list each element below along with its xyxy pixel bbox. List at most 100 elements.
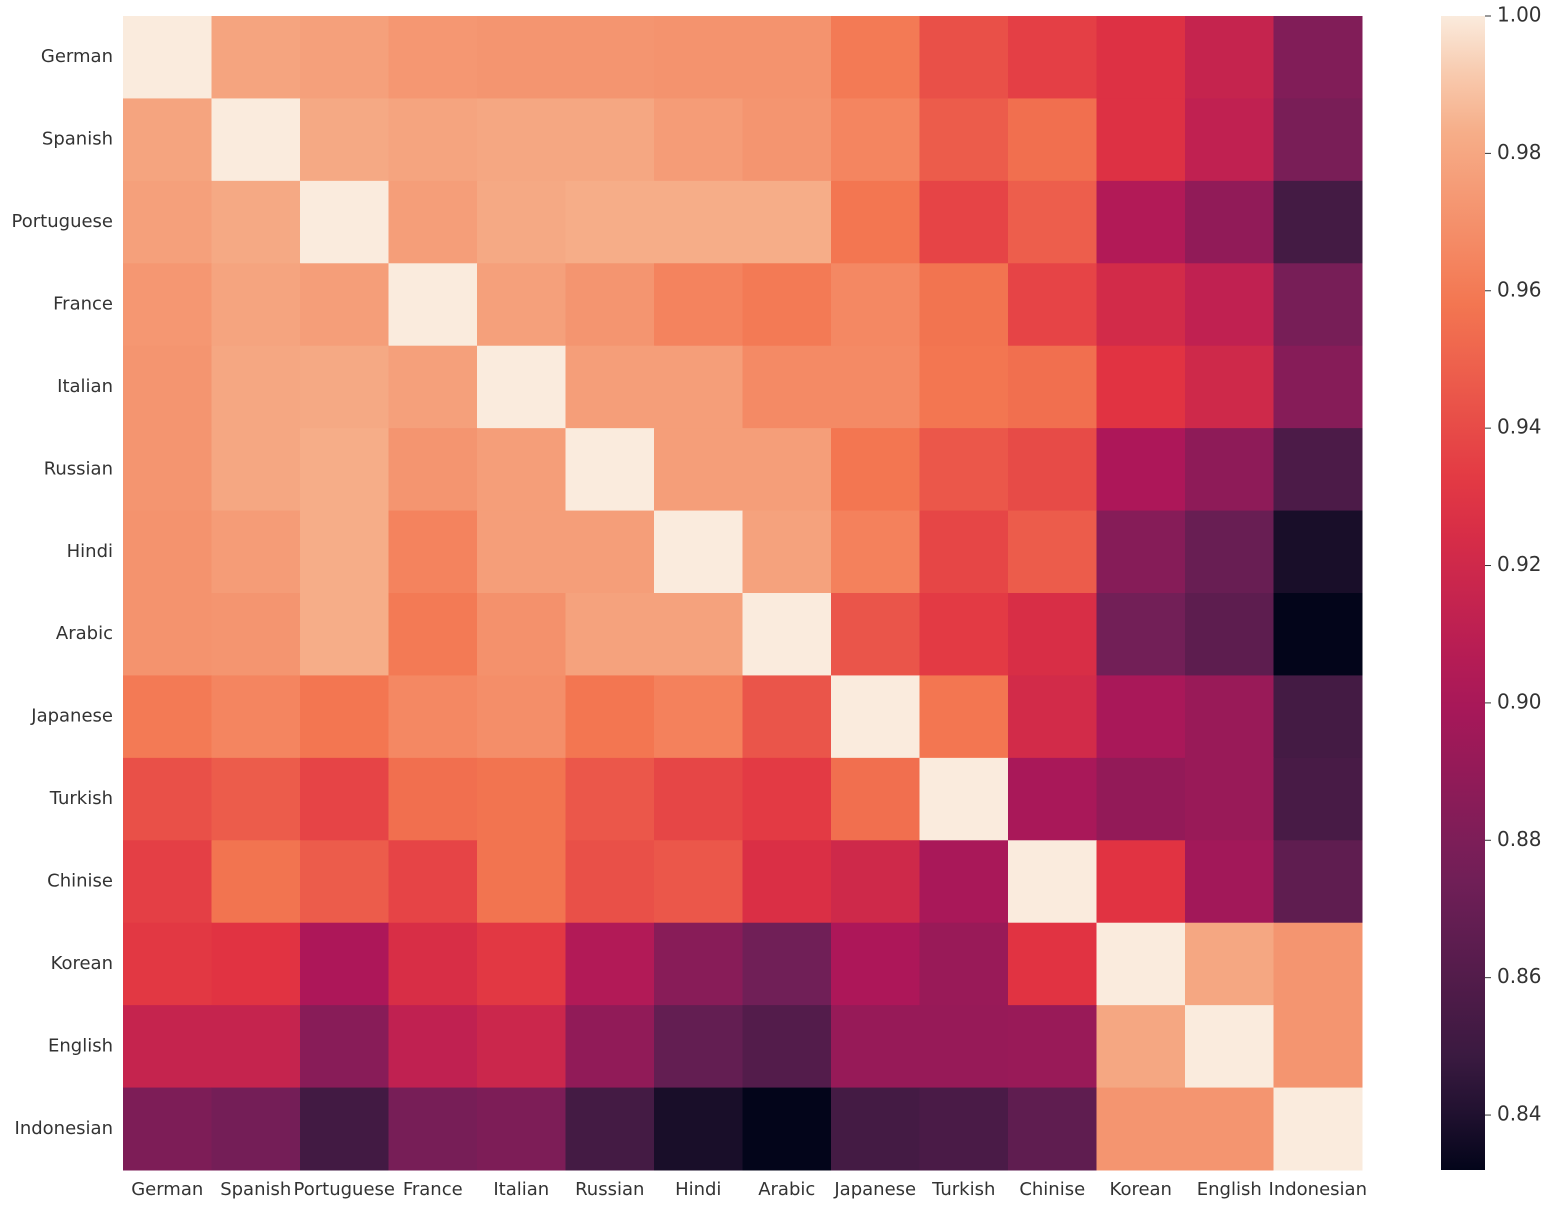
heatmap-cell xyxy=(742,510,832,594)
heatmap-cell xyxy=(742,593,832,676)
heatmap-cell xyxy=(123,922,212,1006)
heatmap-cell xyxy=(831,675,920,759)
heatmap-cell xyxy=(1273,1005,1363,1089)
x-tick-label: Spanish xyxy=(220,1179,291,1200)
heatmap-cell xyxy=(477,922,566,1006)
heatmap-cell xyxy=(831,180,920,264)
heatmap-cell xyxy=(477,16,566,99)
x-tick-label: Italian xyxy=(493,1179,549,1200)
heatmap-cell xyxy=(919,593,1009,676)
heatmap-cell xyxy=(1273,98,1363,182)
heatmap-cell xyxy=(300,180,389,264)
heatmap-cell xyxy=(565,180,655,264)
heatmap-cell xyxy=(654,263,743,347)
heatmap-cell xyxy=(654,922,743,1006)
heatmap-cell xyxy=(1096,675,1186,759)
colorbar-tick-label: 0.84 xyxy=(1497,1102,1542,1126)
heatmap-cell xyxy=(477,428,566,512)
heatmap-cell xyxy=(919,757,1009,841)
y-tick-label: Turkish xyxy=(49,788,113,809)
colorbar-tick-label: 0.90 xyxy=(1497,689,1542,713)
heatmap-cell xyxy=(831,593,920,676)
heatmap-cell xyxy=(1008,757,1097,841)
heatmap-cell xyxy=(565,98,655,182)
heatmap-cell xyxy=(1185,840,1274,924)
heatmap-cell xyxy=(388,675,478,759)
heatmap-cell xyxy=(565,922,655,1006)
heatmap-cell xyxy=(742,98,832,182)
heatmap-cell xyxy=(1008,1005,1097,1089)
heatmap-cell xyxy=(654,757,743,841)
heatmap-cell xyxy=(831,263,920,347)
x-tick-label: Indonesian xyxy=(1269,1179,1367,1200)
x-tick-label: Portuguese xyxy=(294,1179,395,1200)
heatmap-cell xyxy=(123,345,212,429)
heatmap-cell xyxy=(919,510,1009,594)
heatmap-cell xyxy=(1185,510,1274,594)
heatmap-cell xyxy=(211,593,301,676)
heatmap-cell xyxy=(919,345,1009,429)
heatmap-cell xyxy=(831,1087,920,1171)
heatmap-cell xyxy=(300,510,389,594)
heatmap-cell xyxy=(565,1005,655,1089)
heatmap-cell xyxy=(919,1087,1009,1171)
heatmap-cell xyxy=(211,510,301,594)
heatmap-cell xyxy=(919,675,1009,759)
heatmap-cell xyxy=(1008,593,1097,676)
x-tick-label: Chinise xyxy=(1019,1179,1085,1200)
heatmap-cell xyxy=(477,510,566,594)
heatmap-cell xyxy=(123,840,212,924)
heatmap-cell xyxy=(1185,675,1274,759)
x-tick-label: English xyxy=(1197,1179,1262,1200)
heatmap-cell xyxy=(654,593,743,676)
heatmap-cell xyxy=(1185,16,1274,99)
heatmap-cell xyxy=(1008,840,1097,924)
heatmap-cell xyxy=(388,840,478,924)
heatmap-cell xyxy=(742,922,832,1006)
heatmap-cell xyxy=(919,1005,1009,1089)
heatmap-cell xyxy=(211,263,301,347)
heatmap-cell xyxy=(211,922,301,1006)
heatmap-cell xyxy=(742,180,832,264)
heatmap-cell xyxy=(1185,1087,1274,1171)
heatmap-cell xyxy=(565,675,655,759)
heatmap-cell xyxy=(388,1087,478,1171)
heatmap-cell xyxy=(211,180,301,264)
heatmap-cell xyxy=(742,345,832,429)
heatmap-cell xyxy=(565,16,655,99)
heatmap-cell xyxy=(919,180,1009,264)
heatmap-cell xyxy=(1096,757,1186,841)
heatmap-cell xyxy=(565,840,655,924)
heatmap-cell xyxy=(1273,1087,1363,1171)
heatmap-cell xyxy=(477,757,566,841)
heatmap-cell xyxy=(1096,98,1186,182)
heatmap-cell xyxy=(1185,593,1274,676)
heatmap-cell xyxy=(831,510,920,594)
heatmap-cell xyxy=(123,16,212,99)
heatmap-cell xyxy=(1185,428,1274,512)
colorbar-tick-label: 0.96 xyxy=(1497,277,1542,301)
heatmap-cell xyxy=(565,1087,655,1171)
heatmap-cell xyxy=(1096,428,1186,512)
heatmap-cell xyxy=(1096,263,1186,347)
y-tick-label: France xyxy=(53,294,113,315)
y-tick-label: Korean xyxy=(51,953,113,974)
heatmap-cell xyxy=(123,180,212,264)
heatmap-cell xyxy=(123,1005,212,1089)
heatmap-cell xyxy=(300,1087,389,1171)
heatmap-cell xyxy=(919,16,1009,99)
heatmap-cell xyxy=(300,922,389,1006)
colorbar-tick-label: 1.00 xyxy=(1497,3,1542,27)
y-tick-label: Russian xyxy=(44,458,113,479)
heatmap-cell xyxy=(565,593,655,676)
x-tick-label: Arabic xyxy=(758,1179,815,1200)
colorbar-tick-label: 0.88 xyxy=(1497,827,1542,851)
heatmap-cell xyxy=(1096,840,1186,924)
heatmap-cell xyxy=(1273,345,1363,429)
x-tick-label: Hindi xyxy=(675,1179,721,1200)
heatmap-cell xyxy=(123,1087,212,1171)
heatmap-cell xyxy=(477,675,566,759)
heatmap-cell xyxy=(211,16,301,99)
y-tick-label: Chinise xyxy=(47,871,113,892)
heatmap-cell xyxy=(654,98,743,182)
